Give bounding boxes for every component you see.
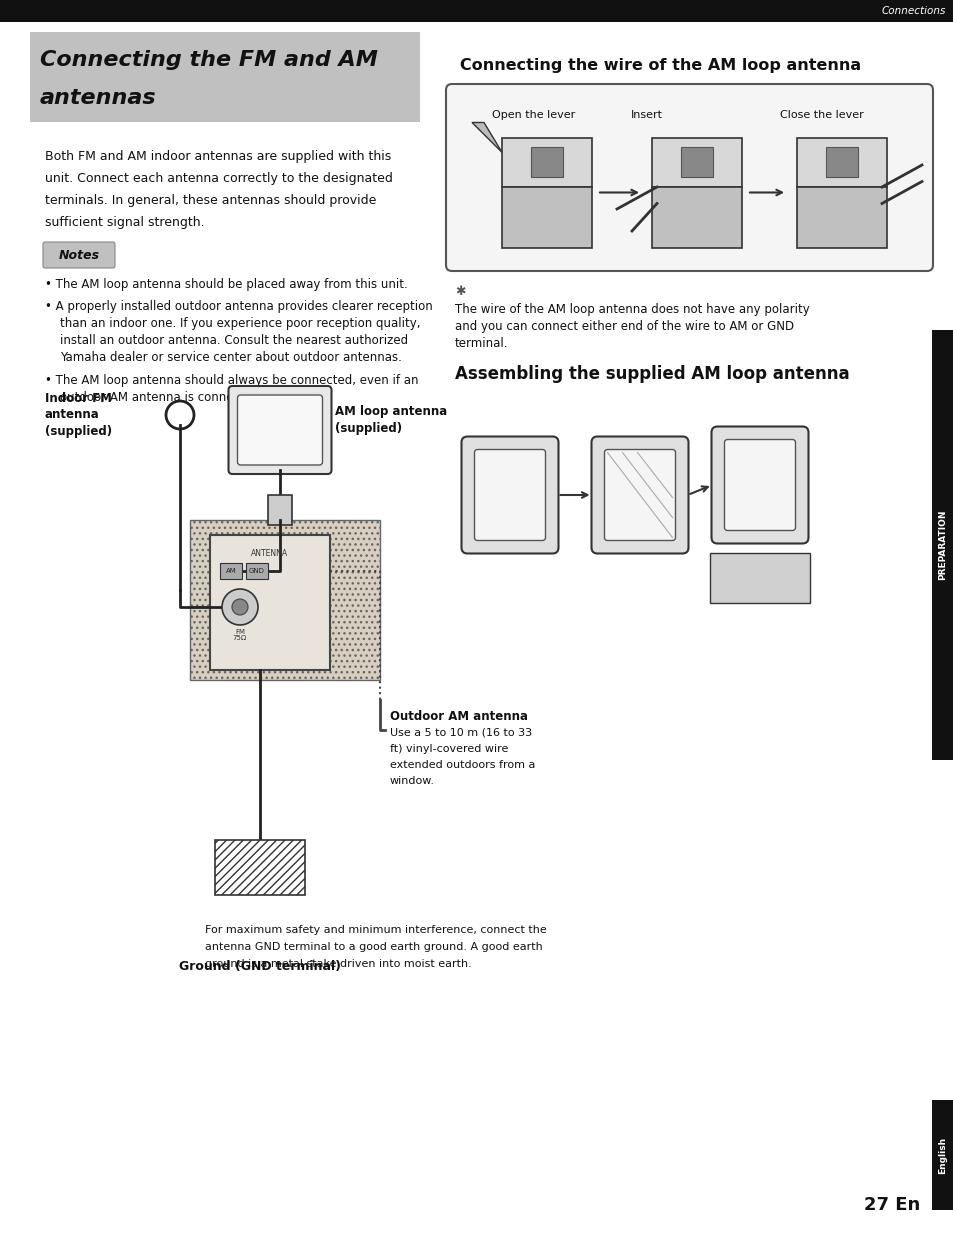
Bar — [709, 552, 809, 603]
Text: Connecting the FM and AM: Connecting the FM and AM — [40, 49, 377, 70]
Bar — [651, 137, 741, 186]
Text: terminal.: terminal. — [455, 337, 508, 350]
FancyBboxPatch shape — [461, 436, 558, 553]
FancyBboxPatch shape — [446, 84, 932, 270]
Bar — [651, 186, 741, 247]
Text: Yamaha dealer or service center about outdoor antennas.: Yamaha dealer or service center about ou… — [60, 351, 401, 364]
Bar — [190, 520, 379, 680]
Text: FM
75Ω: FM 75Ω — [233, 629, 247, 641]
Bar — [796, 137, 886, 186]
Bar — [501, 137, 592, 186]
Bar — [931, 330, 953, 760]
Bar — [214, 840, 305, 895]
Text: ✱: ✱ — [455, 285, 465, 298]
Text: ft) vinyl-covered wire: ft) vinyl-covered wire — [390, 743, 508, 755]
Text: 27 En: 27 En — [863, 1195, 920, 1214]
Circle shape — [222, 589, 257, 625]
Text: Outdoor AM antenna: Outdoor AM antenna — [390, 710, 527, 722]
Text: Indoor FM
antenna
(supplied): Indoor FM antenna (supplied) — [45, 391, 112, 438]
Text: AM loop antenna
(supplied): AM loop antenna (supplied) — [335, 405, 447, 435]
Text: GND: GND — [249, 568, 265, 574]
Text: ground is a metal stake driven into moist earth.: ground is a metal stake driven into mois… — [205, 960, 471, 969]
Text: Connections: Connections — [881, 6, 945, 16]
Bar — [501, 186, 592, 247]
Bar — [220, 563, 242, 579]
Text: outdoor AM antenna is connected to this unit.: outdoor AM antenna is connected to this … — [60, 391, 331, 404]
Bar — [30, 32, 419, 122]
FancyBboxPatch shape — [591, 436, 688, 553]
Bar — [246, 563, 268, 579]
Text: Open the lever: Open the lever — [492, 110, 575, 120]
FancyBboxPatch shape — [474, 450, 545, 541]
Text: antenna GND terminal to a good earth ground. A good earth: antenna GND terminal to a good earth gro… — [205, 942, 542, 952]
Text: The wire of the AM loop antenna does not have any polarity: The wire of the AM loop antenna does not… — [455, 303, 809, 316]
Text: install an outdoor antenna. Consult the nearest authorized: install an outdoor antenna. Consult the … — [60, 333, 408, 347]
Text: Ground (GND terminal): Ground (GND terminal) — [179, 960, 340, 973]
Bar — [796, 186, 886, 247]
Text: than an indoor one. If you experience poor reception quality,: than an indoor one. If you experience po… — [60, 317, 420, 330]
Bar — [680, 147, 712, 177]
Text: PREPARATION: PREPARATION — [938, 510, 946, 580]
Text: • The AM loop antenna should be placed away from this unit.: • The AM loop antenna should be placed a… — [45, 278, 407, 291]
Bar — [531, 147, 562, 177]
Bar — [268, 495, 292, 525]
FancyBboxPatch shape — [43, 242, 115, 268]
Text: • The AM loop antenna should always be connected, even if an: • The AM loop antenna should always be c… — [45, 374, 418, 387]
Text: Use a 5 to 10 m (16 to 33: Use a 5 to 10 m (16 to 33 — [390, 727, 532, 739]
Bar — [0, 0, 953, 22]
Text: For maximum safety and minimum interference, connect the: For maximum safety and minimum interfere… — [205, 925, 546, 935]
Text: antennas: antennas — [40, 88, 156, 107]
Text: • A properly installed outdoor antenna provides clearer reception: • A properly installed outdoor antenna p… — [45, 300, 433, 312]
Bar — [825, 147, 857, 177]
Text: window.: window. — [390, 776, 435, 785]
Polygon shape — [472, 122, 501, 152]
Text: Notes: Notes — [58, 248, 99, 262]
FancyBboxPatch shape — [229, 387, 331, 474]
Text: and you can connect either end of the wire to AM or GND: and you can connect either end of the wi… — [455, 320, 793, 333]
Bar — [210, 535, 330, 671]
Text: Insert: Insert — [630, 110, 662, 120]
Text: extended outdoors from a: extended outdoors from a — [390, 760, 535, 769]
FancyBboxPatch shape — [711, 426, 807, 543]
Text: English: English — [938, 1136, 946, 1173]
Text: Connecting the wire of the AM loop antenna: Connecting the wire of the AM loop anten… — [459, 58, 861, 73]
Bar — [931, 1100, 953, 1210]
FancyBboxPatch shape — [604, 450, 675, 541]
Text: Both FM and AM indoor antennas are supplied with this: Both FM and AM indoor antennas are suppl… — [45, 149, 391, 163]
FancyBboxPatch shape — [237, 395, 322, 466]
Text: Assembling the supplied AM loop antenna: Assembling the supplied AM loop antenna — [455, 366, 849, 383]
Text: unit. Connect each antenna correctly to the designated: unit. Connect each antenna correctly to … — [45, 172, 393, 185]
Text: sufficient signal strength.: sufficient signal strength. — [45, 216, 204, 228]
Text: AM: AM — [226, 568, 236, 574]
Text: Close the lever: Close the lever — [780, 110, 863, 120]
Circle shape — [232, 599, 248, 615]
Text: ANTENNA: ANTENNA — [252, 548, 288, 557]
Text: terminals. In general, these antennas should provide: terminals. In general, these antennas sh… — [45, 194, 376, 207]
FancyBboxPatch shape — [723, 440, 795, 531]
